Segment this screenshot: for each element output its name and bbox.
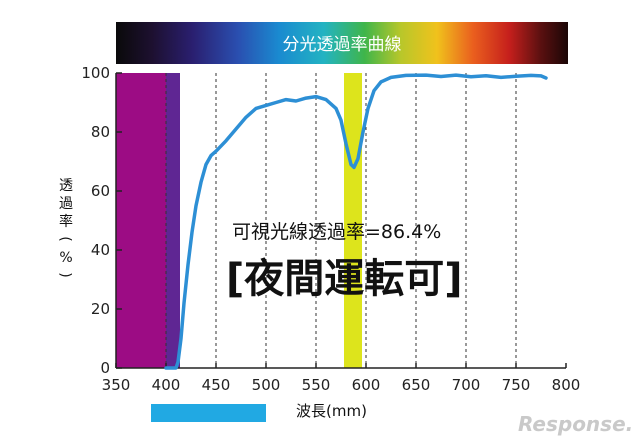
band-0 xyxy=(116,73,166,368)
x-tick-label-750: 750 xyxy=(502,376,531,394)
x-tick-label-600: 600 xyxy=(352,376,381,394)
y-axis-label-char-0: 透 xyxy=(59,178,73,194)
x-tick-label-700: 700 xyxy=(452,376,481,394)
x-axis-label: 波長(mm) xyxy=(296,402,367,420)
night-driving-annotation: [夜間運転可] xyxy=(226,256,463,302)
y-tick-label-40: 40 xyxy=(91,241,110,259)
series-line-0 xyxy=(164,73,548,370)
chart-title: 分光透過率曲線 xyxy=(283,35,402,55)
x-tick-label-800: 800 xyxy=(552,376,581,394)
y-tick-label-80: 80 xyxy=(91,123,110,141)
y-tick-label-60: 60 xyxy=(91,182,110,200)
y-axis-label-char-5: ) xyxy=(57,272,73,277)
x-tick-label-550: 550 xyxy=(302,376,331,394)
title-spectrum-bar xyxy=(116,22,568,64)
y-tick-label-100: 100 xyxy=(81,64,110,82)
transmittance-annotation: 可視光線透過率=86.4% xyxy=(232,221,441,243)
y-tick-label-20: 20 xyxy=(91,300,110,318)
x-tick-label-500: 500 xyxy=(252,376,281,394)
y-tick-label-0: 0 xyxy=(100,359,110,377)
watermark-logo: Response. xyxy=(518,412,633,436)
x-tick-label-450: 450 xyxy=(202,376,231,394)
y-axis-label-char-2: 率 xyxy=(59,213,73,230)
y-axis-label-char-3: ( xyxy=(57,236,73,241)
x-tick-label-350: 350 xyxy=(102,376,131,394)
y-axis-label-char-4: % xyxy=(59,250,72,266)
x-tick-label-400: 400 xyxy=(152,376,181,394)
y-axis-label-char-1: 過 xyxy=(59,196,73,212)
band-1 xyxy=(166,73,180,368)
x-tick-label-650: 650 xyxy=(402,376,431,394)
range-bar xyxy=(151,404,266,422)
